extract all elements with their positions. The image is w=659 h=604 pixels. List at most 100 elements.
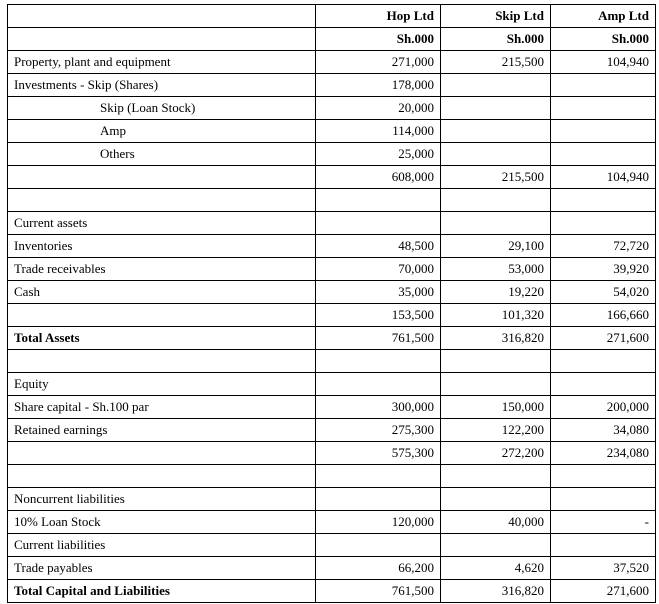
- skip-value: [440, 349, 551, 373]
- hop-value: 761,500: [315, 579, 441, 603]
- amp-value: 200,000: [550, 395, 656, 419]
- units-amp: Sh.000: [550, 27, 656, 51]
- row-label: [7, 441, 316, 465]
- table-row: Inventories 48,500 29,100 72,720: [7, 234, 656, 258]
- row-label: Total Assets: [7, 326, 316, 350]
- table-row: Current assets: [7, 211, 656, 235]
- skip-value: [440, 96, 551, 120]
- header-blank: [7, 4, 316, 28]
- units-skip: Sh.000: [440, 27, 551, 51]
- row-label: Current liabilities: [7, 533, 316, 557]
- hop-value: 25,000: [315, 142, 441, 166]
- row-label: Current assets: [7, 211, 316, 235]
- row-label: [7, 188, 316, 212]
- skip-value: [440, 487, 551, 511]
- hop-value: [315, 464, 441, 488]
- row-label: Property, plant and equipment: [7, 50, 316, 74]
- table-row: 10% Loan Stock 120,000 40,000-: [7, 510, 656, 534]
- hop-value: 575,300: [315, 441, 441, 465]
- amp-value: [550, 96, 656, 120]
- skip-value: [440, 73, 551, 97]
- hop-value: 66,200: [315, 556, 441, 580]
- skip-value: 316,820: [440, 579, 551, 603]
- amp-value: 166,660: [550, 303, 656, 327]
- hop-value: 120,000: [315, 510, 441, 534]
- row-label: Inventories: [7, 234, 316, 258]
- amp-value: 104,940: [550, 165, 656, 189]
- row-label: Investments - Skip (Shares): [7, 73, 316, 97]
- skip-value: [440, 372, 551, 396]
- table-row: Trade receivables 70,000 53,000 39,920: [7, 257, 656, 281]
- hop-value: 300,000: [315, 395, 441, 419]
- table-row: [7, 188, 656, 212]
- table-row: Total Capital and Liabilities 761,500 316,…: [7, 579, 656, 603]
- skip-value: [440, 188, 551, 212]
- table-row: Equity: [7, 372, 656, 396]
- hop-value: 48,500: [315, 234, 441, 258]
- header-hop: Hop Ltd: [315, 4, 441, 28]
- table-row: Cash 35,000 19,220 54,020: [7, 280, 656, 304]
- hop-value: 608,000: [315, 165, 441, 189]
- hop-value: [315, 349, 441, 373]
- table-row: [7, 464, 656, 488]
- skip-value: 150,000: [440, 395, 551, 419]
- amp-value: [550, 349, 656, 373]
- row-label: Noncurrent liabilities: [7, 487, 316, 511]
- skip-value: 29,100: [440, 234, 551, 258]
- hop-value: [315, 372, 441, 396]
- units-row: Sh.000 Sh.000 Sh.000: [7, 27, 656, 51]
- table-row: Property, plant and equipment 271,000 215,…: [7, 50, 656, 74]
- hop-value: 35,000: [315, 280, 441, 304]
- table-row: [7, 349, 656, 373]
- amp-value: 34,080: [550, 418, 656, 442]
- hop-value: [315, 211, 441, 235]
- amp-value: [550, 372, 656, 396]
- hop-value: 275,300: [315, 418, 441, 442]
- hop-value: 153,500: [315, 303, 441, 327]
- row-label: Others: [7, 142, 316, 166]
- header-amp: Amp Ltd: [550, 4, 656, 28]
- table-row: Noncurrent liabilities: [7, 487, 656, 511]
- skip-value: [440, 142, 551, 166]
- amp-value: [550, 73, 656, 97]
- units-blank: [7, 27, 316, 51]
- skip-value: 101,320: [440, 303, 551, 327]
- amp-value: 271,600: [550, 326, 656, 350]
- table-row: Retained earnings 275,300 122,200 34,080: [7, 418, 656, 442]
- amp-value: 234,080: [550, 441, 656, 465]
- skip-value: [440, 211, 551, 235]
- skip-value: 122,200: [440, 418, 551, 442]
- amp-value: [550, 119, 656, 143]
- table-row: Current liabilities: [7, 533, 656, 557]
- table-row: 153,500 101,320 166,660: [7, 303, 656, 327]
- balance-sheet-table: Hop Ltd Skip Ltd Amp Ltd Sh.000 Sh.000 S…: [7, 4, 656, 603]
- row-label: Amp: [7, 119, 316, 143]
- hop-value: 20,000: [315, 96, 441, 120]
- skip-value: [440, 464, 551, 488]
- amp-value: 37,520: [550, 556, 656, 580]
- header-skip: Skip Ltd: [440, 4, 551, 28]
- skip-value: 316,820: [440, 326, 551, 350]
- row-label: Cash: [7, 280, 316, 304]
- hop-value: 271,000: [315, 50, 441, 74]
- row-label: Share capital - Sh.100 par: [7, 395, 316, 419]
- table-row: Investments - Skip (Shares) 178,000: [7, 73, 656, 97]
- amp-value: 271,600: [550, 579, 656, 603]
- table-row: Skip (Loan Stock) 20,000: [7, 96, 656, 120]
- row-label: Equity: [7, 372, 316, 396]
- skip-value: [440, 119, 551, 143]
- hop-value: [315, 188, 441, 212]
- table-row: Amp 114,000: [7, 119, 656, 143]
- table-row: Others 25,000: [7, 142, 656, 166]
- table-row: Trade payables 66,200 4,620 37,520: [7, 556, 656, 580]
- table-row: Total Assets 761,500 316,820 271,600: [7, 326, 656, 350]
- amp-value: 39,920: [550, 257, 656, 281]
- amp-value: 72,720: [550, 234, 656, 258]
- hop-value: 178,000: [315, 73, 441, 97]
- amp-value: [550, 464, 656, 488]
- skip-value: 40,000: [440, 510, 551, 534]
- skip-value: [440, 533, 551, 557]
- header-row: Hop Ltd Skip Ltd Amp Ltd: [7, 4, 656, 28]
- row-label: Trade payables: [7, 556, 316, 580]
- skip-value: 272,200: [440, 441, 551, 465]
